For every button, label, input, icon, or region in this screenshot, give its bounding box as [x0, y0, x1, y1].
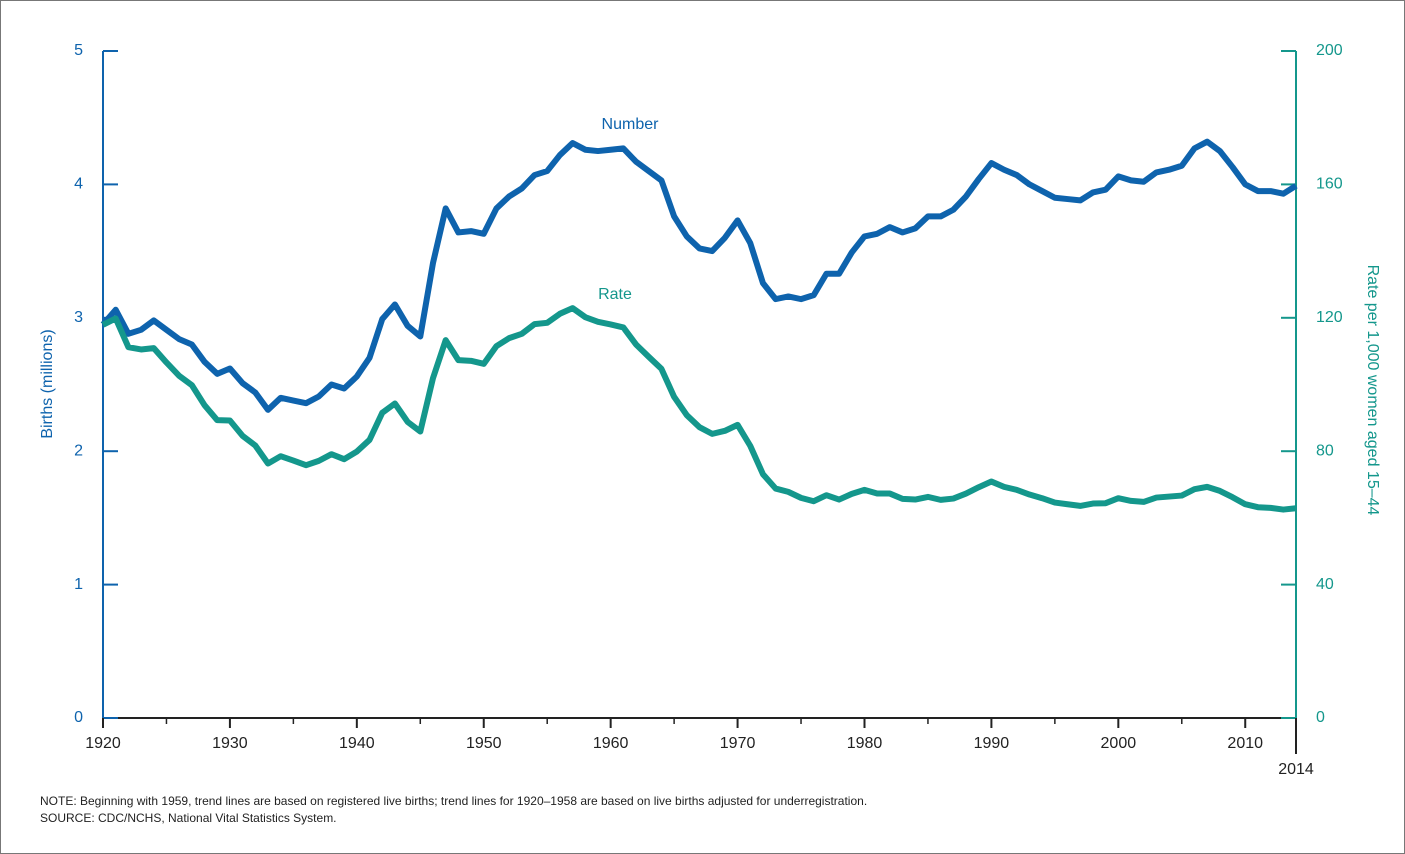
y-axis-label: Births (millions): [39, 329, 56, 438]
data-line: [101, 305, 1297, 513]
y-tick-label: 1: [74, 576, 83, 593]
x-tick-label: 1960: [593, 735, 629, 752]
x-tick-label: 1940: [339, 735, 375, 752]
x-tick-label: 1920: [85, 735, 121, 752]
x-tick-label: 1970: [720, 735, 756, 752]
x-tick-label: 1980: [847, 735, 883, 752]
y2-axis-label: Rate per 1,000 women aged 15–44: [1364, 265, 1381, 516]
y2-tick-label: 200: [1316, 42, 1343, 59]
y2-tick-label: 0: [1316, 709, 1325, 726]
annotation: Number: [602, 116, 660, 133]
x-tick-label: 1930: [212, 735, 248, 752]
y2-tick-label: 120: [1316, 309, 1343, 326]
y-tick-label: 0: [74, 709, 83, 726]
source: SOURCE: CDC/NCHS, National Vital Statist…: [40, 811, 337, 825]
y-tick-label: 2: [74, 442, 83, 459]
x-tick-label: 1990: [974, 735, 1010, 752]
y-tick-label: 5: [74, 42, 83, 59]
data-line: [100, 138, 1298, 413]
y2-tick-label: 80: [1316, 442, 1334, 459]
x-tick-label: 2010: [1227, 735, 1263, 752]
note: NOTE: Beginning with 1959, trend lines a…: [40, 794, 867, 808]
y-tick-label: 4: [74, 176, 83, 193]
x-tick-label: 1950: [466, 735, 502, 752]
y2-tick-label: 40: [1316, 576, 1334, 593]
annotation: Rate: [598, 286, 632, 303]
x-tick-label: 2000: [1101, 735, 1137, 752]
y2-tick-label: 160: [1316, 176, 1343, 193]
x-tick-label: 2014: [1278, 761, 1314, 778]
y-tick-label: 3: [74, 309, 83, 326]
